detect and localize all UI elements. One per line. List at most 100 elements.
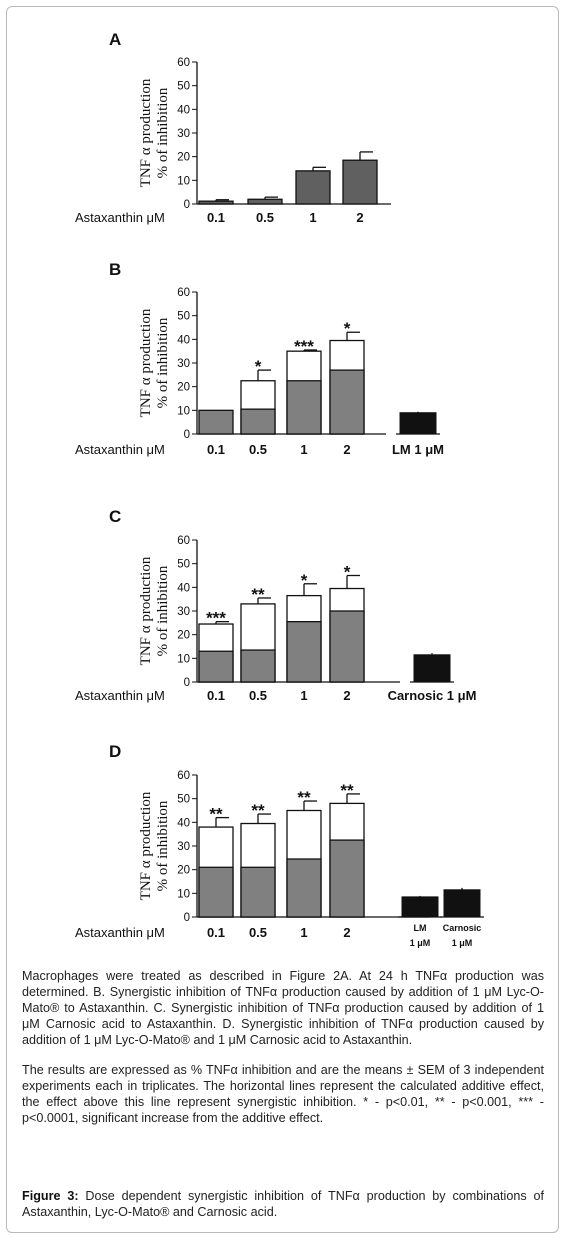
panel-label: D	[109, 742, 121, 761]
y-tick-label: 0	[184, 912, 190, 924]
x-axis-title: Astaxanthin μM	[75, 688, 165, 703]
y-tick-label: 50	[177, 81, 190, 93]
bar-additive	[286, 858, 322, 918]
bar-additive	[295, 170, 331, 205]
y-axis-title: TNF α production	[138, 791, 154, 900]
y-tick-label: 50	[177, 311, 190, 323]
y-tick-label: 40	[177, 334, 190, 346]
x-tick-label: 0.5	[249, 442, 267, 457]
y-tick-label: 60	[177, 770, 190, 782]
y-tick-label: 20	[177, 630, 190, 642]
x-tick-label: Carnosic 1 μM	[388, 688, 477, 703]
y-tick-label: 10	[177, 405, 190, 417]
y-axis-subtitle: % of inhibition	[155, 565, 171, 656]
x-tick-label: 1 μM	[452, 938, 473, 948]
y-tick-label: 30	[177, 841, 190, 853]
y-tick-label: 20	[177, 865, 190, 877]
chart-panel-a: A TNF α production% of inhibition 0 10 20 30 4…	[75, 30, 391, 225]
significance-marker: **	[251, 801, 265, 820]
bar-additive	[342, 159, 378, 205]
y-tick-label: 30	[177, 606, 190, 618]
chart-panel-c: C TNF α production% of inhibition 0 10 20 30 4…	[75, 507, 476, 703]
x-tick-label: 1	[300, 925, 307, 940]
bar-additive	[247, 198, 283, 205]
y-tick-label: 0	[184, 199, 190, 211]
y-tick-label: 10	[177, 175, 190, 187]
panel-label: C	[109, 507, 121, 526]
significance-marker: ***	[294, 337, 314, 356]
x-tick-label: 0.1	[207, 442, 225, 457]
significance-marker: **	[209, 805, 223, 824]
panel-label: B	[109, 260, 121, 279]
x-tick-label: LM	[414, 923, 427, 933]
bar-additive	[198, 866, 234, 918]
x-axis-title: Astaxanthin μM	[75, 210, 165, 225]
significance-marker: ***	[206, 609, 226, 628]
y-tick-label: 60	[177, 535, 190, 547]
bar-additive	[286, 380, 322, 435]
figure-frame	[6, 6, 559, 1233]
bar-additive	[286, 621, 322, 683]
y-axis-title: TNF α production	[138, 78, 154, 187]
y-tick-label: 20	[177, 152, 190, 164]
panel-label: A	[109, 30, 121, 49]
y-tick-label: 40	[177, 104, 190, 116]
y-tick-label: 60	[177, 287, 190, 299]
bar-additive	[198, 650, 234, 683]
x-tick-label: 2	[343, 688, 350, 703]
bar-reference	[443, 889, 481, 918]
y-tick-label: 40	[177, 582, 190, 594]
bar-reference	[401, 896, 439, 918]
y-tick-label: 0	[184, 429, 190, 441]
figure-caption-text: Dose dependent synergistic inhibition of…	[22, 1189, 544, 1219]
significance-marker: **	[251, 585, 265, 604]
x-tick-label: 2	[343, 442, 350, 457]
y-tick-label: 50	[177, 559, 190, 571]
x-tick-label: 0.5	[249, 925, 267, 940]
y-axis-subtitle: % of inhibition	[155, 317, 171, 408]
figure-label: Figure 3:	[22, 1189, 79, 1203]
significance-marker: *	[255, 357, 262, 376]
bar-additive	[240, 649, 276, 683]
caption-paragraph-1: Macrophages were treated as described in…	[22, 969, 544, 1047]
bar-additive	[198, 409, 234, 435]
significance-marker: **	[297, 788, 311, 807]
y-tick-label: 20	[177, 382, 190, 394]
x-tick-label: 2	[356, 210, 363, 225]
y-tick-label: 60	[177, 57, 190, 69]
y-tick-label: 10	[177, 653, 190, 665]
y-axis-title: TNF α production	[138, 308, 154, 417]
y-tick-label: 50	[177, 794, 190, 806]
bar-additive	[198, 200, 234, 205]
x-tick-label: 1	[309, 210, 316, 225]
x-tick-label: 2	[343, 925, 350, 940]
bar-reference	[413, 654, 451, 683]
significance-marker: *	[301, 571, 308, 590]
chart-panel-b: B TNF α production% of inhibition 0 10 20 30 4…	[75, 260, 444, 457]
significance-marker: **	[340, 781, 354, 800]
bar-additive	[240, 866, 276, 918]
chart-panel-d: D TNF α production% of inhibition 0 10 20 30 4…	[75, 742, 484, 948]
caption-paragraph-2: The results are expressed as % TNFα inhi…	[22, 1063, 544, 1125]
x-tick-label: 0.5	[249, 688, 267, 703]
y-tick-label: 10	[177, 888, 190, 900]
bar-reference	[399, 412, 437, 435]
x-tick-label: 1	[300, 442, 307, 457]
bar-additive	[329, 369, 365, 435]
figure-caption: Figure 3: Dose dependent synergistic inh…	[22, 1188, 544, 1220]
significance-marker: *	[344, 563, 351, 582]
y-axis-title: TNF α production	[138, 556, 154, 665]
bar-additive	[329, 839, 365, 918]
bar-additive	[240, 408, 276, 435]
y-tick-label: 30	[177, 358, 190, 370]
y-axis-subtitle: % of inhibition	[155, 87, 171, 178]
bar-additive	[329, 610, 365, 683]
x-tick-label: LM 1 μM	[392, 442, 444, 457]
x-tick-label: 0.1	[207, 210, 225, 225]
x-tick-label: 0.1	[207, 925, 225, 940]
x-axis-title: Astaxanthin μM	[75, 442, 165, 457]
x-tick-label: Carnosic	[443, 923, 482, 933]
x-axis-title: Astaxanthin μM	[75, 925, 165, 940]
y-tick-label: 30	[177, 128, 190, 140]
